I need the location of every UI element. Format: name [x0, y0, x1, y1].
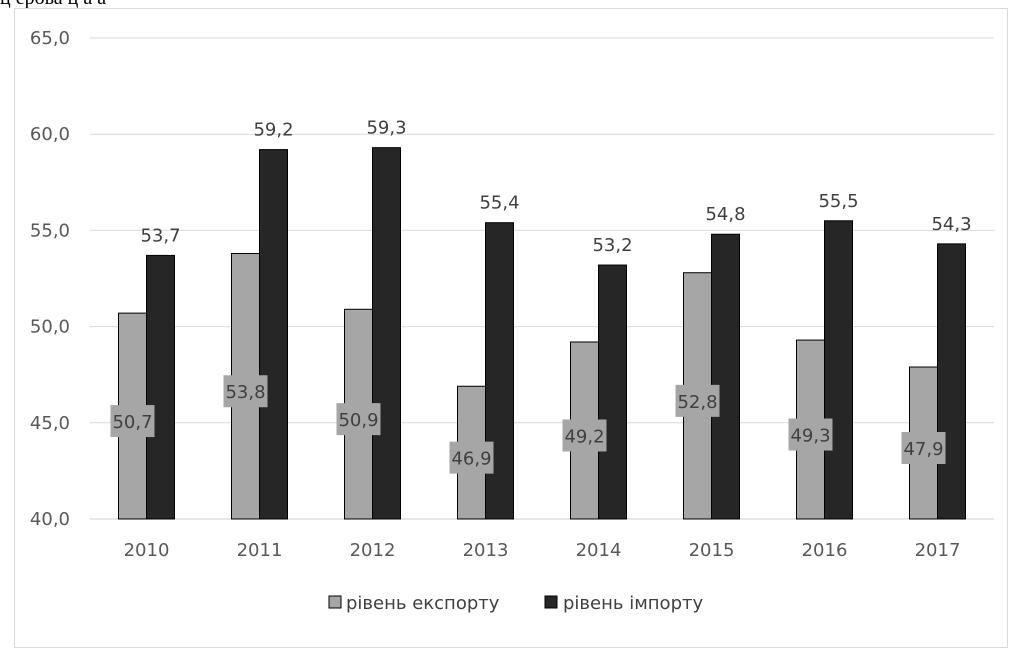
- x-tick-label: 2015: [689, 540, 735, 561]
- bar-import: [259, 149, 288, 520]
- data-label-export-box: [901, 432, 946, 465]
- data-label-export: 46,9: [451, 449, 491, 470]
- x-tick-label: 2013: [463, 540, 509, 561]
- x-tick-label: 2010: [124, 540, 170, 561]
- x-axis-ticks: 2010 2011 2012 2013 2014 2015 2016 2017: [124, 540, 961, 561]
- bar-import: [372, 147, 401, 520]
- y-tick-label: 45,0: [30, 413, 70, 434]
- bar-import: [937, 243, 966, 520]
- y-tick-label: 65,0: [30, 28, 70, 49]
- y-tick-label: 40,0: [30, 509, 70, 530]
- data-label-export-box: [788, 418, 833, 451]
- data-label-export: 49,2: [564, 426, 604, 447]
- data-label-export: 47,9: [903, 439, 943, 460]
- legend-swatch-import: [544, 595, 558, 609]
- data-label-export-box: [336, 403, 381, 436]
- bar-import: [824, 220, 853, 520]
- data-label-export: 50,7: [112, 412, 152, 433]
- y-tick-label: 55,0: [30, 220, 70, 241]
- data-label-export: 52,8: [677, 392, 717, 413]
- x-tick-label: 2012: [350, 540, 396, 561]
- data-label-import: 55,5: [818, 191, 858, 212]
- legend: рівень експорту рівень імпорту: [328, 593, 703, 614]
- legend-swatch-export: [328, 595, 342, 609]
- gridlines: [90, 37, 994, 520]
- y-tick-label: 50,0: [30, 317, 70, 338]
- data-label-import: 53,2: [592, 235, 632, 256]
- bar-import: [598, 264, 627, 520]
- data-label-import: 55,4: [479, 193, 519, 214]
- data-label-export-box: [223, 375, 268, 408]
- x-tick-label: 2011: [237, 540, 283, 561]
- bar-import: [711, 233, 740, 520]
- data-label-export: 50,9: [338, 410, 378, 431]
- data-labels: 50,7 53,7 53,8 59,2 50,9 59,3 46,9 55,4 49,2 53,2…: [110, 118, 972, 474]
- data-label-export-box: [562, 419, 607, 452]
- data-label-export-box: [675, 384, 720, 417]
- data-label-import: 54,8: [705, 204, 745, 225]
- data-label-import: 59,2: [253, 120, 293, 141]
- x-tick-label: 2014: [576, 540, 622, 561]
- data-label-export: 53,8: [225, 382, 265, 403]
- x-tick-label: 2017: [915, 540, 961, 561]
- data-label-export: 49,3: [790, 426, 830, 447]
- data-label-import: 53,7: [140, 225, 180, 246]
- data-label-export-box: [110, 405, 155, 438]
- x-tick-label: 2016: [802, 540, 848, 561]
- document-text-fragment: ц ерова ц а а: [0, 0, 106, 10]
- bar-import: [146, 254, 175, 520]
- data-label-export-box: [449, 441, 494, 474]
- legend-label-import: рівень імпорту: [563, 593, 703, 614]
- bar-import: [485, 222, 514, 520]
- y-axis-ticks: 40,0 45,0 50,0 55,0 60,0 65,0: [30, 28, 70, 530]
- data-label-import: 59,3: [366, 118, 406, 139]
- data-label-import: 54,3: [931, 214, 971, 235]
- bar-chart: 40,0 45,0 50,0 55,0 60,0 65,0 50,7 53,7 53,8 59,…: [30, 28, 994, 614]
- y-tick-label: 60,0: [30, 124, 70, 145]
- legend-label-export: рівень експорту: [346, 593, 500, 614]
